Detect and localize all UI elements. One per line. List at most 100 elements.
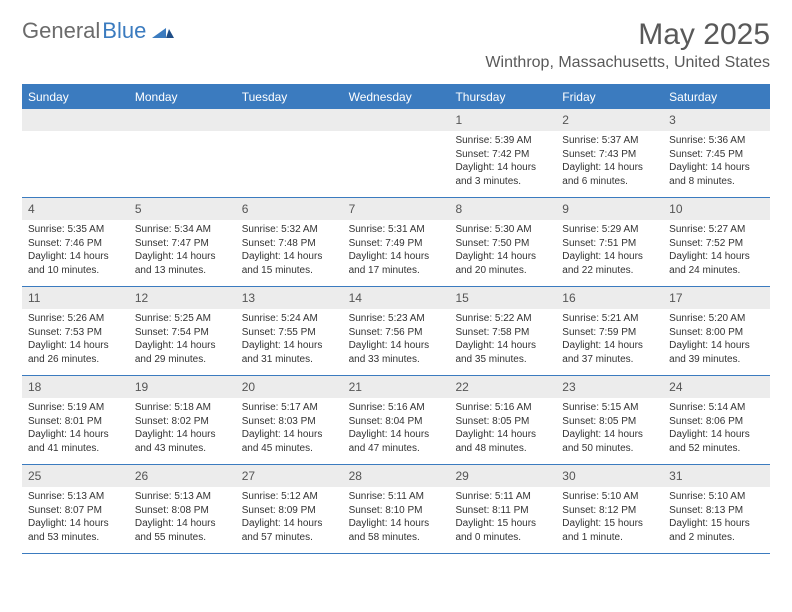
day-details: Sunrise: 5:19 AMSunset: 8:01 PMDaylight:… — [22, 398, 129, 461]
day-number — [236, 109, 343, 131]
day-number: 30 — [556, 465, 663, 487]
sunset-text: Sunset: 7:42 PM — [455, 148, 550, 162]
sunrise-text: Sunrise: 5:15 AM — [562, 401, 657, 415]
day-cell: 13Sunrise: 5:24 AMSunset: 7:55 PMDayligh… — [236, 287, 343, 375]
daylight-text: Daylight: 14 hours and 50 minutes. — [562, 428, 657, 455]
day-cell: 17Sunrise: 5:20 AMSunset: 8:00 PMDayligh… — [663, 287, 770, 375]
day-details: Sunrise: 5:23 AMSunset: 7:56 PMDaylight:… — [343, 309, 450, 372]
sunset-text: Sunset: 8:10 PM — [349, 504, 444, 518]
day-details: Sunrise: 5:13 AMSunset: 8:07 PMDaylight:… — [22, 487, 129, 550]
sunrise-text: Sunrise: 5:24 AM — [242, 312, 337, 326]
dow-wednesday: Wednesday — [343, 85, 450, 109]
day-number: 9 — [556, 198, 663, 220]
sunset-text: Sunset: 7:53 PM — [28, 326, 123, 340]
day-number: 19 — [129, 376, 236, 398]
day-details: Sunrise: 5:10 AMSunset: 8:12 PMDaylight:… — [556, 487, 663, 550]
sunrise-text: Sunrise: 5:26 AM — [28, 312, 123, 326]
day-cell: 19Sunrise: 5:18 AMSunset: 8:02 PMDayligh… — [129, 376, 236, 464]
daylight-text: Daylight: 15 hours and 0 minutes. — [455, 517, 550, 544]
calendar-page: GeneralBlue May 2025 Winthrop, Massachus… — [0, 0, 792, 572]
daylight-text: Daylight: 14 hours and 13 minutes. — [135, 250, 230, 277]
day-cell: 4Sunrise: 5:35 AMSunset: 7:46 PMDaylight… — [22, 198, 129, 286]
sunrise-text: Sunrise: 5:12 AM — [242, 490, 337, 504]
day-cell: 20Sunrise: 5:17 AMSunset: 8:03 PMDayligh… — [236, 376, 343, 464]
sunrise-text: Sunrise: 5:36 AM — [669, 134, 764, 148]
sunset-text: Sunset: 7:55 PM — [242, 326, 337, 340]
sunset-text: Sunset: 8:07 PM — [28, 504, 123, 518]
day-cell: 8Sunrise: 5:30 AMSunset: 7:50 PMDaylight… — [449, 198, 556, 286]
dow-saturday: Saturday — [663, 85, 770, 109]
day-details: Sunrise: 5:15 AMSunset: 8:05 PMDaylight:… — [556, 398, 663, 461]
sunrise-text: Sunrise: 5:16 AM — [455, 401, 550, 415]
daylight-text: Daylight: 14 hours and 20 minutes. — [455, 250, 550, 277]
day-number: 8 — [449, 198, 556, 220]
day-number: 7 — [343, 198, 450, 220]
day-number: 22 — [449, 376, 556, 398]
sunset-text: Sunset: 8:11 PM — [455, 504, 550, 518]
day-number: 1 — [449, 109, 556, 131]
day-cell: 6Sunrise: 5:32 AMSunset: 7:48 PMDaylight… — [236, 198, 343, 286]
daylight-text: Daylight: 14 hours and 3 minutes. — [455, 161, 550, 188]
day-details: Sunrise: 5:12 AMSunset: 8:09 PMDaylight:… — [236, 487, 343, 550]
daylight-text: Daylight: 14 hours and 47 minutes. — [349, 428, 444, 455]
day-details: Sunrise: 5:18 AMSunset: 8:02 PMDaylight:… — [129, 398, 236, 461]
day-number: 13 — [236, 287, 343, 309]
day-cell: 7Sunrise: 5:31 AMSunset: 7:49 PMDaylight… — [343, 198, 450, 286]
daylight-text: Daylight: 14 hours and 6 minutes. — [562, 161, 657, 188]
daylight-text: Daylight: 14 hours and 8 minutes. — [669, 161, 764, 188]
day-details: Sunrise: 5:37 AMSunset: 7:43 PMDaylight:… — [556, 131, 663, 194]
sunset-text: Sunset: 7:47 PM — [135, 237, 230, 251]
sunrise-text: Sunrise: 5:34 AM — [135, 223, 230, 237]
day-cell: 16Sunrise: 5:21 AMSunset: 7:59 PMDayligh… — [556, 287, 663, 375]
sunrise-text: Sunrise: 5:19 AM — [28, 401, 123, 415]
sunrise-text: Sunrise: 5:14 AM — [669, 401, 764, 415]
day-cell: 23Sunrise: 5:15 AMSunset: 8:05 PMDayligh… — [556, 376, 663, 464]
sunset-text: Sunset: 7:43 PM — [562, 148, 657, 162]
day-number: 20 — [236, 376, 343, 398]
daylight-text: Daylight: 14 hours and 39 minutes. — [669, 339, 764, 366]
day-cell: 26Sunrise: 5:13 AMSunset: 8:08 PMDayligh… — [129, 465, 236, 553]
brand-part2: Blue — [102, 18, 146, 44]
day-number — [343, 109, 450, 131]
daylight-text: Daylight: 14 hours and 17 minutes. — [349, 250, 444, 277]
sunrise-text: Sunrise: 5:25 AM — [135, 312, 230, 326]
sunset-text: Sunset: 8:09 PM — [242, 504, 337, 518]
sunrise-text: Sunrise: 5:13 AM — [135, 490, 230, 504]
sunrise-text: Sunrise: 5:18 AM — [135, 401, 230, 415]
daylight-text: Daylight: 14 hours and 35 minutes. — [455, 339, 550, 366]
day-number: 25 — [22, 465, 129, 487]
day-cell: 5Sunrise: 5:34 AMSunset: 7:47 PMDaylight… — [129, 198, 236, 286]
sunrise-text: Sunrise: 5:31 AM — [349, 223, 444, 237]
day-number: 2 — [556, 109, 663, 131]
sunset-text: Sunset: 8:05 PM — [455, 415, 550, 429]
day-number: 17 — [663, 287, 770, 309]
day-number: 15 — [449, 287, 556, 309]
day-number: 14 — [343, 287, 450, 309]
sunrise-text: Sunrise: 5:11 AM — [455, 490, 550, 504]
empty-day-cell — [236, 109, 343, 197]
brand-logo: GeneralBlue — [22, 18, 174, 44]
day-number: 23 — [556, 376, 663, 398]
day-number: 16 — [556, 287, 663, 309]
day-cell: 10Sunrise: 5:27 AMSunset: 7:52 PMDayligh… — [663, 198, 770, 286]
location-subtitle: Winthrop, Massachusetts, United States — [485, 54, 770, 72]
sunset-text: Sunset: 8:04 PM — [349, 415, 444, 429]
sunrise-text: Sunrise: 5:39 AM — [455, 134, 550, 148]
sunset-text: Sunset: 7:45 PM — [669, 148, 764, 162]
day-details: Sunrise: 5:39 AMSunset: 7:42 PMDaylight:… — [449, 131, 556, 194]
dow-sunday: Sunday — [22, 85, 129, 109]
sunset-text: Sunset: 7:49 PM — [349, 237, 444, 251]
day-details: Sunrise: 5:31 AMSunset: 7:49 PMDaylight:… — [343, 220, 450, 283]
week-row: 11Sunrise: 5:26 AMSunset: 7:53 PMDayligh… — [22, 287, 770, 376]
title-block: May 2025 Winthrop, Massachusetts, United… — [485, 18, 770, 72]
sunrise-text: Sunrise: 5:20 AM — [669, 312, 764, 326]
week-row: 1Sunrise: 5:39 AMSunset: 7:42 PMDaylight… — [22, 109, 770, 198]
day-cell: 15Sunrise: 5:22 AMSunset: 7:58 PMDayligh… — [449, 287, 556, 375]
sunset-text: Sunset: 7:58 PM — [455, 326, 550, 340]
day-number: 31 — [663, 465, 770, 487]
sunrise-text: Sunrise: 5:32 AM — [242, 223, 337, 237]
day-details: Sunrise: 5:29 AMSunset: 7:51 PMDaylight:… — [556, 220, 663, 283]
daylight-text: Daylight: 14 hours and 15 minutes. — [242, 250, 337, 277]
day-cell: 27Sunrise: 5:12 AMSunset: 8:09 PMDayligh… — [236, 465, 343, 553]
day-cell: 25Sunrise: 5:13 AMSunset: 8:07 PMDayligh… — [22, 465, 129, 553]
